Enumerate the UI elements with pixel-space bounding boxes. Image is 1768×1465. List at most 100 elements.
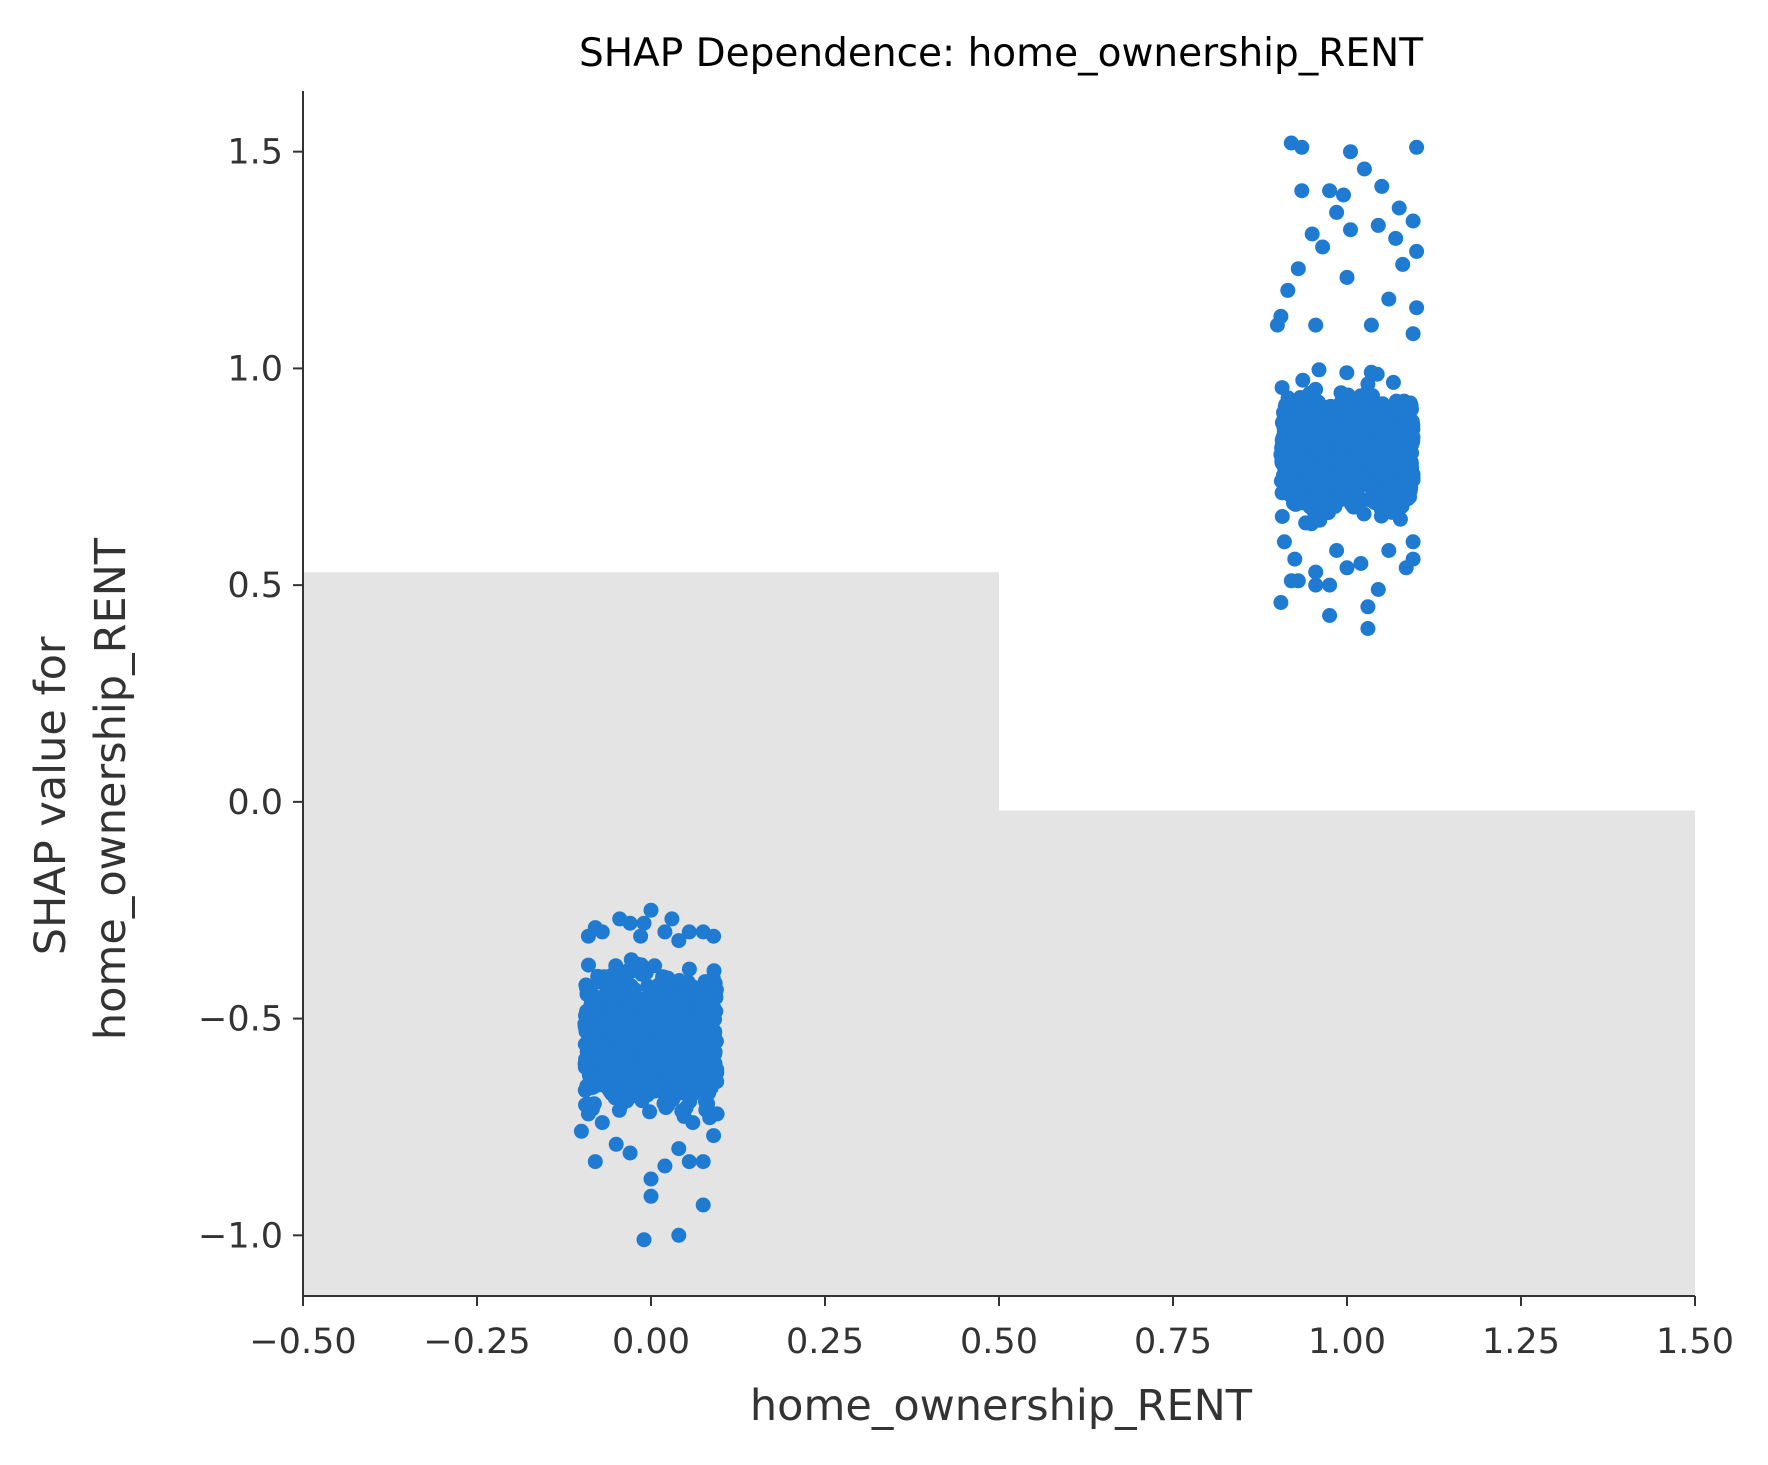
data-point: [1294, 183, 1310, 199]
data-point: [1339, 365, 1355, 381]
data-point: [1394, 464, 1410, 480]
data-point: [1405, 551, 1421, 567]
data-point: [586, 1006, 602, 1022]
data-point: [632, 1011, 648, 1027]
data-point: [1346, 399, 1362, 415]
data-point: [1273, 595, 1289, 610]
data-point: [573, 1123, 589, 1139]
data-point: [622, 1145, 638, 1161]
data-point: [594, 1115, 610, 1131]
data-point: [1317, 489, 1333, 505]
data-point: [682, 1094, 698, 1109]
data-point: [1405, 326, 1421, 342]
x-tick-label: −0.25: [423, 1322, 530, 1362]
data-point: [1374, 178, 1390, 194]
x-tick-label: 0.25: [786, 1322, 864, 1362]
data-point: [1384, 479, 1399, 495]
data-point: [659, 1048, 674, 1064]
y-tick-label: 0.5: [227, 566, 283, 606]
data-point: [1378, 400, 1394, 416]
data-point: [1313, 434, 1329, 450]
data-point: [1405, 534, 1421, 550]
data-point: [681, 924, 697, 940]
data-point: [666, 1064, 682, 1080]
data-point: [1315, 239, 1331, 255]
data-point: [1392, 511, 1408, 527]
data-point: [1390, 397, 1406, 413]
data-point: [1274, 485, 1290, 501]
data-point: [1329, 543, 1345, 558]
data-point: [608, 1136, 624, 1152]
data-point: [1308, 564, 1324, 580]
data-point: [1339, 269, 1355, 285]
data-point: [636, 1232, 652, 1248]
data-point: [587, 1027, 603, 1043]
data-point: [1276, 440, 1291, 456]
data-point: [647, 985, 663, 1001]
data-point: [694, 1048, 710, 1064]
data-point: [1385, 374, 1401, 390]
data-point: [1409, 300, 1425, 316]
x-tick-label: 1.00: [1308, 1322, 1386, 1362]
data-point: [1356, 506, 1372, 522]
data-point: [1308, 577, 1324, 593]
data-point: [643, 1171, 659, 1187]
data-point: [1360, 599, 1376, 615]
data-point: [1339, 560, 1355, 576]
y-tick-label: −1.0: [198, 1216, 283, 1256]
data-point: [1335, 402, 1351, 418]
data-point: [1363, 317, 1379, 333]
data-point: [706, 1128, 722, 1144]
data-point: [695, 1197, 711, 1213]
data-point: [1409, 243, 1425, 259]
data-point: [1404, 445, 1420, 461]
data-point: [1275, 413, 1291, 429]
y-tick-label: 1.0: [227, 349, 283, 389]
data-point: [1330, 451, 1346, 467]
data-point: [643, 902, 659, 918]
data-point: [1391, 432, 1407, 448]
y-ticks: −1.0 −0.5 0.0 0.5 1.0 1.5: [198, 133, 303, 1256]
data-point: [681, 1154, 697, 1170]
data-point: [578, 977, 594, 993]
y-axis-label: SHAP value for home_ownership_RENT: [26, 537, 136, 1040]
y-tick-label: 0.0: [227, 783, 283, 823]
y-tick-label: 1.5: [227, 133, 283, 173]
x-tick-label: 1.50: [1656, 1322, 1734, 1362]
data-point: [1322, 577, 1338, 593]
data-point: [1360, 621, 1376, 636]
background-bar-1: [999, 810, 1695, 1296]
data-point: [594, 924, 610, 940]
data-point: [1353, 556, 1369, 571]
data-point: [577, 1036, 593, 1052]
data-point: [1402, 489, 1417, 505]
data-point: [1379, 411, 1395, 427]
data-point: [1280, 282, 1296, 298]
data-point: [698, 999, 714, 1014]
data-point: [1381, 291, 1397, 307]
data-point: [671, 933, 687, 949]
data-point: [620, 1039, 636, 1055]
data-point: [1322, 183, 1338, 199]
data-point: [705, 1076, 721, 1092]
data-point: [1333, 437, 1348, 453]
data-point: [664, 911, 680, 927]
data-point: [1311, 362, 1327, 378]
data-point: [1290, 573, 1306, 589]
data-point: [657, 1158, 673, 1174]
data-point: [694, 986, 710, 1002]
data-point: [657, 924, 673, 940]
x-tick-label: 0.50: [960, 1322, 1038, 1362]
data-point: [1353, 388, 1369, 404]
background-bar-0: [303, 572, 999, 1296]
data-point: [657, 1093, 673, 1109]
data-point: [1373, 508, 1389, 524]
data-point: [1329, 204, 1345, 220]
data-point: [1320, 505, 1336, 521]
data-point: [601, 989, 617, 1004]
data-point: [652, 1014, 668, 1030]
data-point: [1322, 608, 1338, 623]
data-point: [694, 1026, 710, 1042]
data-point: [1356, 161, 1372, 177]
data-point: [1336, 187, 1351, 203]
